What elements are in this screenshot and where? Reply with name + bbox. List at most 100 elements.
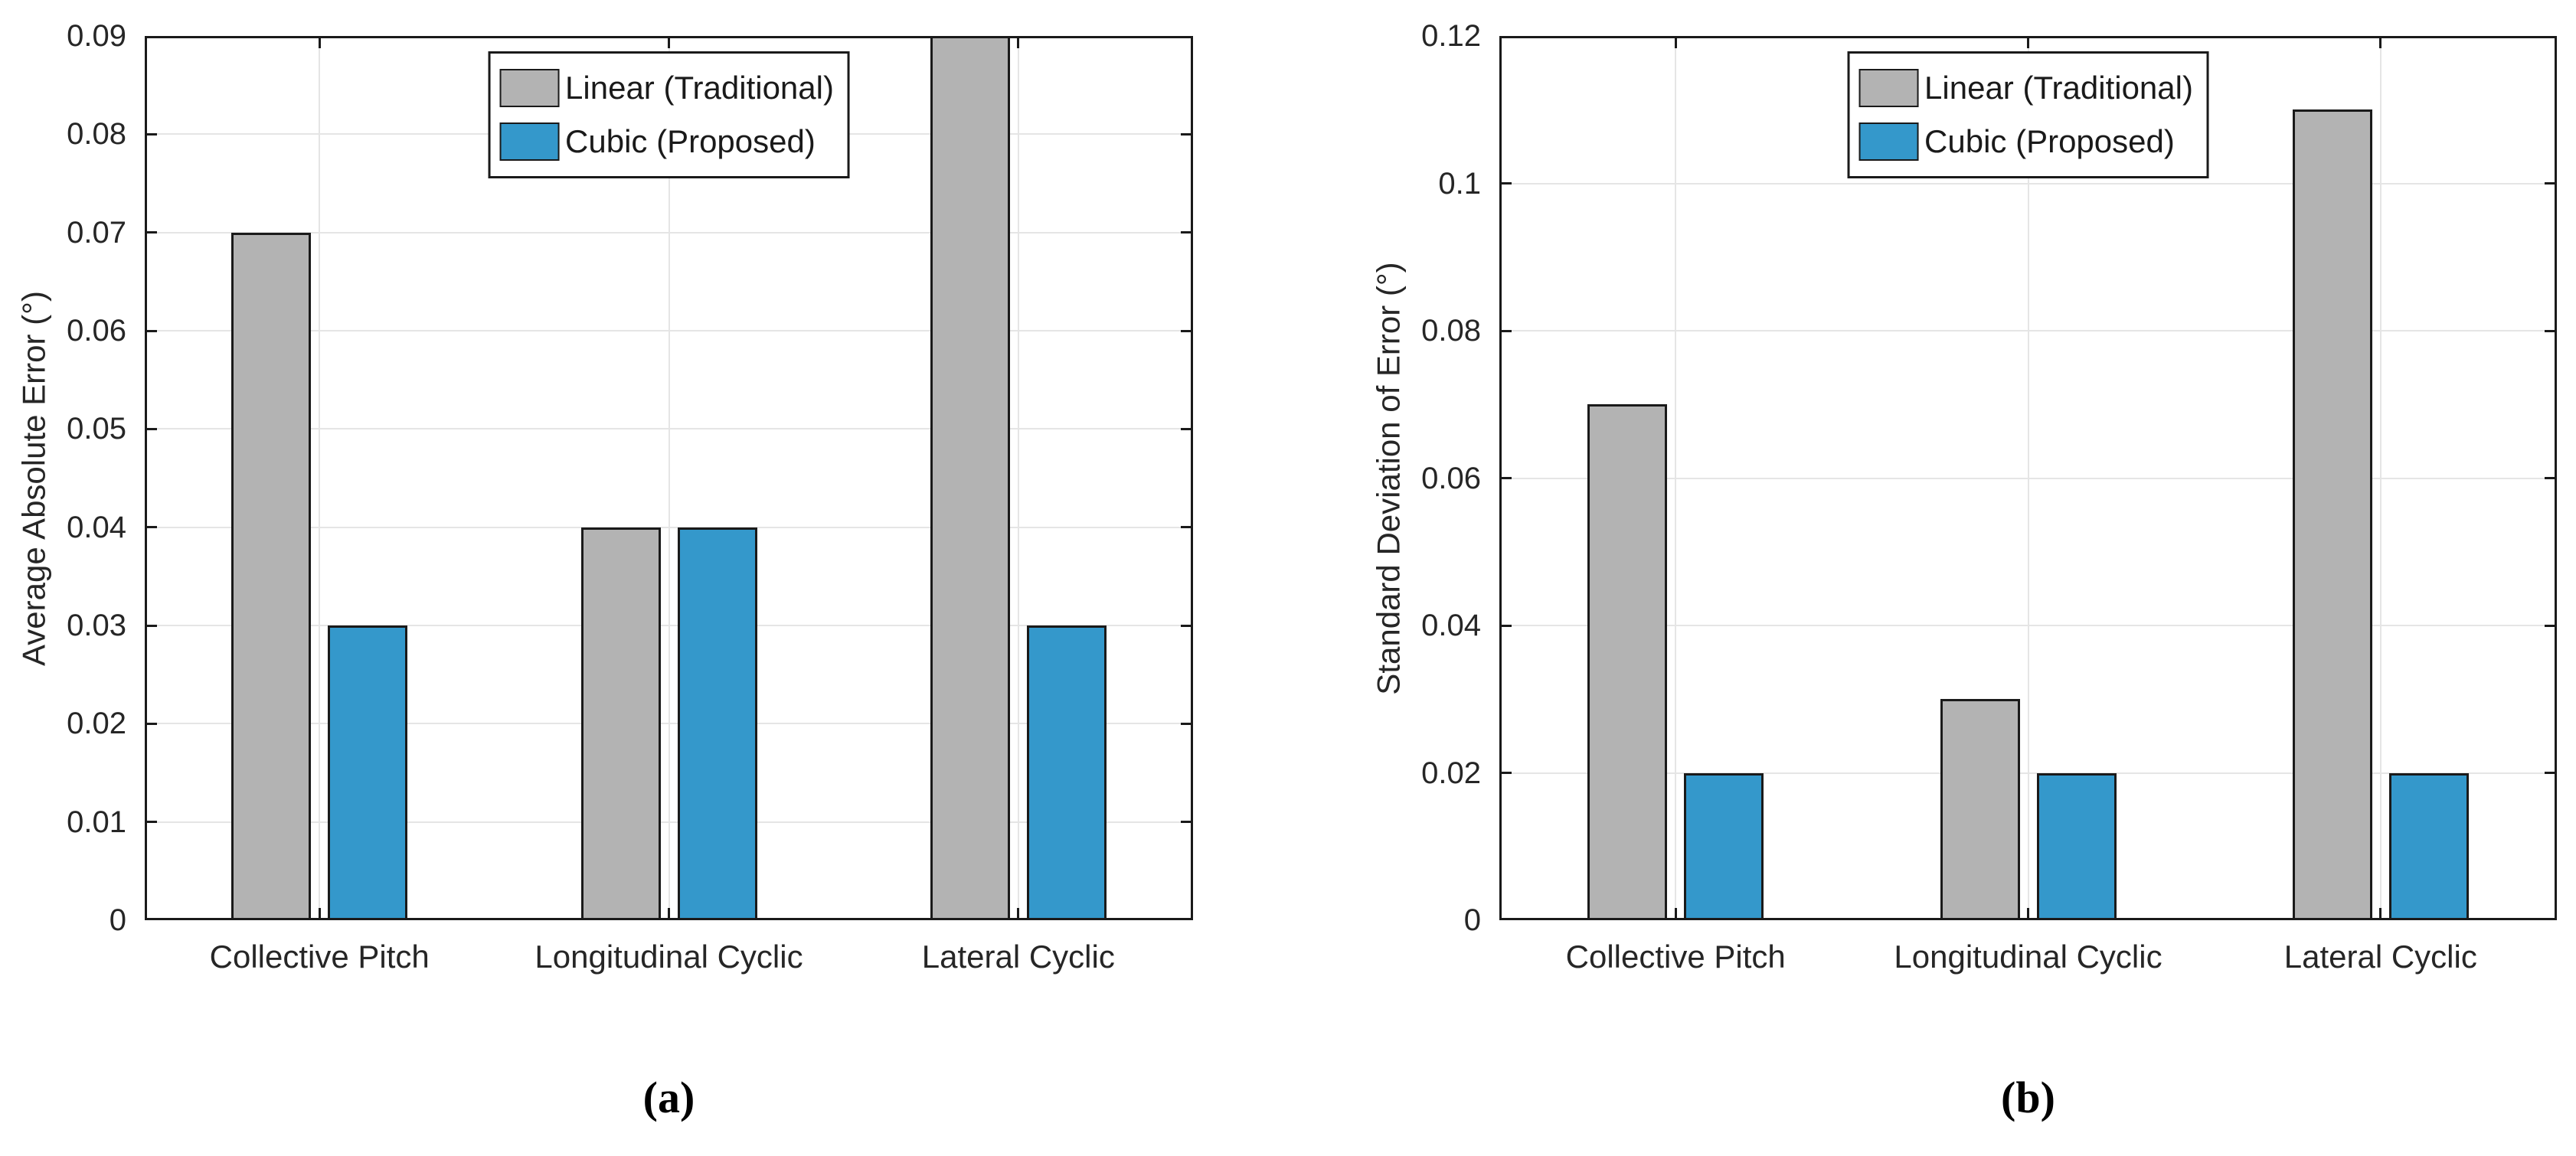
y-tick-mark — [1181, 231, 1193, 234]
legend-item: Linear (Traditional) — [499, 61, 834, 115]
legend-swatch — [499, 122, 560, 161]
y-tick-label: 0.06 — [1421, 461, 1481, 495]
x-tick-label: Longitudinal Cyclic — [1894, 939, 2162, 975]
x-tick-mark — [2379, 36, 2382, 48]
y-tick-mark — [1181, 526, 1193, 529]
x-tick-label: Collective Pitch — [1565, 939, 1786, 975]
y-tick-mark — [2545, 182, 2557, 185]
bar-cubic — [328, 625, 408, 920]
gridline-v — [2379, 36, 2381, 920]
x-tick-mark — [668, 908, 670, 920]
legend-swatch — [499, 69, 560, 107]
x-tick-label: Collective Pitch — [209, 939, 430, 975]
legend-item: Cubic (Proposed) — [499, 115, 834, 168]
bar-linear — [231, 232, 312, 920]
y-tick-mark — [2545, 624, 2557, 627]
y-tick-mark — [145, 821, 157, 824]
x-tick-mark — [318, 36, 321, 48]
legend-swatch — [1858, 69, 1919, 107]
y-tick-label: 0.07 — [67, 215, 126, 250]
y-tick-mark — [1499, 182, 1512, 185]
y-tick-mark — [1181, 821, 1193, 824]
bar-linear — [1587, 404, 1668, 920]
y-tick-mark — [145, 526, 157, 529]
gridline-v — [1675, 36, 1677, 920]
bar-linear — [2292, 109, 2372, 921]
y-tick-label: 0 — [109, 903, 126, 937]
y-tick-label: 0.06 — [67, 314, 126, 348]
caption-a: (a) — [642, 1073, 695, 1122]
y-tick-label: 0.02 — [1421, 756, 1481, 790]
bar-cubic — [2388, 772, 2469, 920]
y-tick-label: 0.05 — [67, 412, 126, 446]
y-tick-label: 0.03 — [67, 609, 126, 642]
x-tick-mark — [2027, 908, 2029, 920]
bar-linear — [580, 527, 661, 920]
y-tick-mark — [1181, 722, 1193, 725]
legend: Linear (Traditional) Cubic (Proposed) — [1847, 51, 2209, 178]
y-tick-mark — [1181, 624, 1193, 627]
y-tick-label: 0 — [1463, 903, 1481, 937]
x-tick-mark — [2379, 908, 2382, 920]
y-tick-mark — [1181, 329, 1193, 332]
bar-cubic — [677, 527, 757, 920]
plot-a: 0 0.01 0.02 0.03 0.04 0.05 0.06 0.07 0.08 0.09 Col… — [15, 19, 1193, 975]
y-tick-mark — [2545, 772, 2557, 774]
x-tick-mark — [668, 36, 670, 48]
y-tick-label: 0.1 — [1438, 166, 1481, 201]
y-tick-mark — [1499, 772, 1512, 774]
legend-item: Cubic (Proposed) — [1858, 115, 2193, 168]
y-tick-label: 0.12 — [1421, 19, 1481, 53]
legend-label: Cubic (Proposed) — [565, 123, 816, 159]
y-tick-mark — [2545, 477, 2557, 479]
bar-linear — [930, 36, 1010, 920]
x-tick-mark — [2027, 36, 2029, 48]
gridline-v — [668, 36, 670, 920]
x-tick-mark — [1674, 908, 1677, 920]
legend-label: Linear (Traditional) — [1924, 70, 2193, 106]
x-tick-label: Lateral Cyclic — [921, 939, 1115, 975]
bar-cubic — [2036, 772, 2117, 920]
y-tick-label: 0.01 — [67, 805, 126, 839]
plot-b: 0 0.02 0.04 0.06 0.08 0.1 0.12 Collective Pitch… — [1370, 19, 2557, 975]
bar-linear — [1940, 699, 2020, 921]
bar-cubic — [1026, 625, 1107, 920]
y-tick-mark — [2545, 329, 2557, 332]
y-tick-mark — [1499, 477, 1512, 479]
x-tick-label: Lateral Cyclic — [2283, 939, 2477, 975]
y-tick-label: 0.02 — [67, 707, 126, 741]
caption-b: (b) — [2001, 1073, 2055, 1122]
y-tick-label: 0.04 — [1421, 609, 1481, 642]
y-axis-label: Standard Deviation of Error (°) — [1370, 261, 1406, 695]
legend-item: Linear (Traditional) — [1858, 61, 2193, 115]
y-tick-mark — [145, 329, 157, 332]
y-tick-mark — [1181, 427, 1193, 430]
bar-cubic — [1684, 772, 1764, 920]
x-tick-label: Longitudinal Cyclic — [534, 939, 803, 975]
x-tick-mark — [1017, 36, 1020, 48]
y-tick-mark — [1499, 329, 1512, 332]
x-tick-mark — [1674, 36, 1677, 48]
y-tick-mark — [145, 722, 157, 725]
legend: Linear (Traditional) Cubic (Proposed) — [488, 51, 850, 178]
y-tick-mark — [145, 231, 157, 234]
y-tick-mark — [1181, 132, 1193, 136]
y-tick-mark — [145, 132, 157, 136]
y-tick-label: 0.09 — [67, 19, 126, 53]
gridline-v — [319, 36, 321, 920]
y-tick-label: 0.08 — [1421, 314, 1481, 348]
gridline-v — [2027, 36, 2029, 920]
y-tick-mark — [145, 427, 157, 430]
legend-label: Linear (Traditional) — [565, 70, 834, 106]
legend-swatch — [1858, 122, 1919, 161]
y-tick-label: 0.08 — [67, 117, 126, 152]
gridline-v — [1017, 36, 1019, 920]
y-tick-mark — [1499, 624, 1512, 627]
y-tick-mark — [145, 624, 157, 627]
x-tick-mark — [318, 908, 321, 920]
y-axis-label: Average Absolute Error (°) — [15, 290, 51, 666]
legend-label: Cubic (Proposed) — [1924, 123, 2175, 159]
x-tick-mark — [1017, 908, 1020, 920]
y-tick-label: 0.04 — [67, 510, 126, 544]
